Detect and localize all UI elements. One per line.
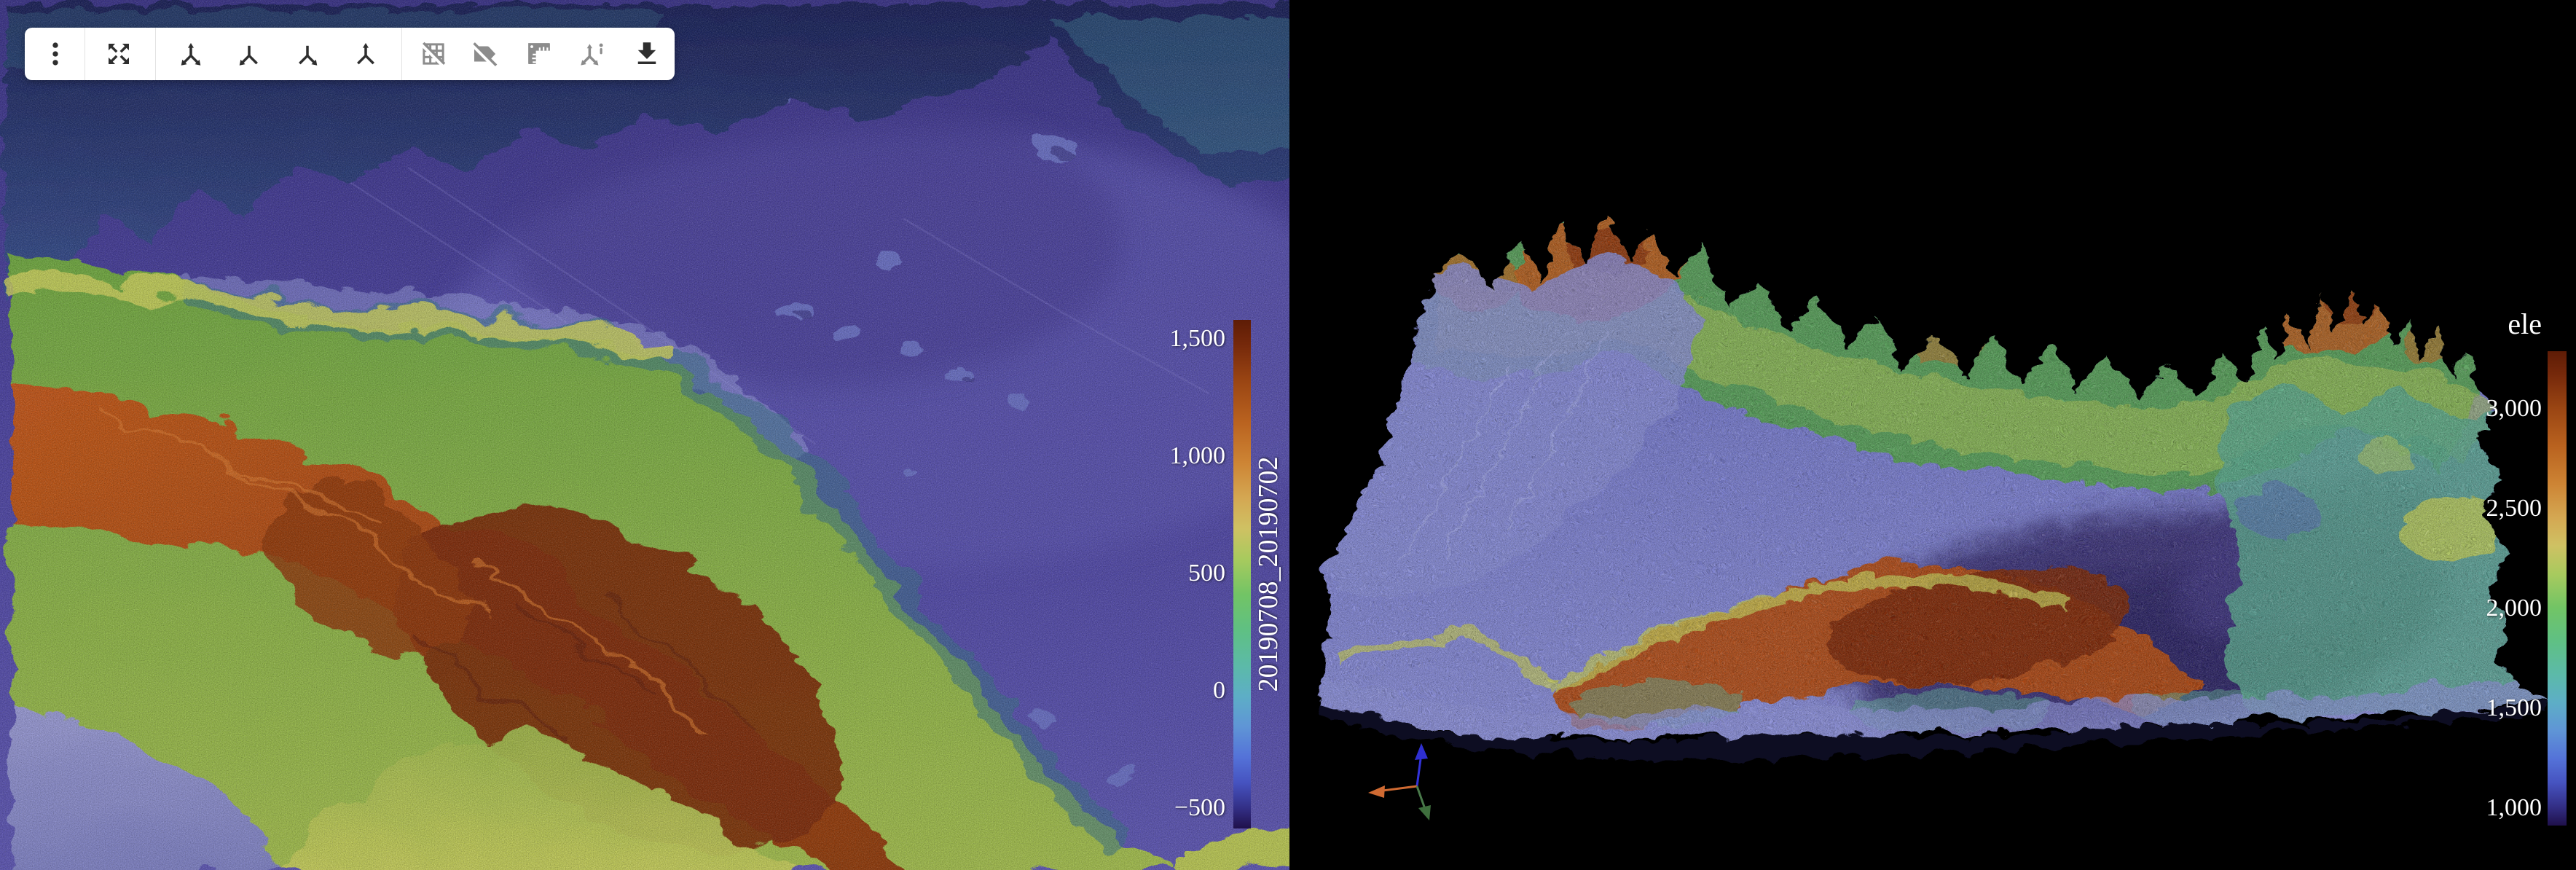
axis-isometric-arrow-button[interactable] [170,34,211,74]
expand-all-icon [103,39,134,69]
ruler-square-button[interactable] [519,34,559,74]
colorbar-tick-label: 1,000 [1169,442,1226,469]
ruler-square-icon [524,39,554,69]
viewer-toolbar [25,28,675,80]
kebab-menu-button[interactable] [35,34,76,74]
colorbar-tick-label: 2,000 [2486,595,2542,622]
orientation-axis-z-arrowhead [1415,743,1428,760]
download-button[interactable] [627,34,667,74]
grid-off-icon [418,39,449,69]
axis-isometric-arrow-icon [176,39,206,69]
orientation-axis-x-arrowhead [1368,785,1385,798]
orientation-axis-x [1382,785,1418,792]
right-viewport-3d[interactable]: ele 3,000 2,500 2,000 1,500 1,000 [1289,0,2576,870]
colorbar-tick-label: 2,500 [2486,495,2542,522]
left-terrain-render [0,0,1289,870]
right-colorbar-labels: 3,000 2,500 2,000 1,500 1,000 [2390,0,2542,870]
axis-y-arrow-button[interactable] [287,34,328,74]
orientation-axis-y [1415,785,1426,810]
right-colorbar-gradient [2548,351,2567,826]
toolbar-divider [401,28,402,80]
orientation-axes-widget [1368,743,1431,820]
axis-y-arrow-icon [292,39,323,69]
toolbar-divider [155,28,156,80]
colorbar-tick-label: 0 [1213,677,1225,704]
kebab-menu-icon [40,39,71,69]
axis-arrow-info-icon [576,39,607,69]
expand-all-button[interactable] [98,34,139,74]
download-icon [632,39,662,69]
right-colorbar-title: ele [2508,307,2542,340]
axis-x-arrow-icon [234,39,264,69]
left-colorbar-title: 20190708_20190702 [1253,456,1284,692]
terrain-mesh [1315,211,2542,756]
left-viewport-3d[interactable]: 1,500 1,000 500 0 −500 20190708_20190702 [0,0,1289,870]
axis-arrow-info-button[interactable] [571,34,612,74]
colorbar-tick-label: 3,000 [2486,395,2542,422]
label-off-button[interactable] [464,34,505,74]
colorbar-tick-label: 1,000 [2486,794,2542,821]
grid-off-button[interactable] [413,34,454,74]
axis-z-arrow-button[interactable] [345,34,386,74]
axis-z-arrow-icon [350,39,381,69]
mesh-side-face [1315,696,2542,756]
right-terrain-render [1315,211,2542,820]
label-off-icon [469,39,500,69]
colorbar-tick-label: 1,500 [2486,694,2542,721]
texture-light [0,0,1289,870]
colorbar-tick-label: 1,500 [1169,325,1226,352]
colorbar-tick-label: 500 [1188,560,1225,587]
colorbar-tick-label: −500 [1174,794,1225,821]
left-colorbar-gradient [1233,320,1251,828]
axis-x-arrow-button[interactable] [229,34,270,74]
left-colorbar-labels: 1,500 1,000 500 0 −500 [1071,0,1226,870]
orientation-axis-y-arrowhead [1418,805,1431,820]
orientation-axis-z [1415,759,1422,787]
